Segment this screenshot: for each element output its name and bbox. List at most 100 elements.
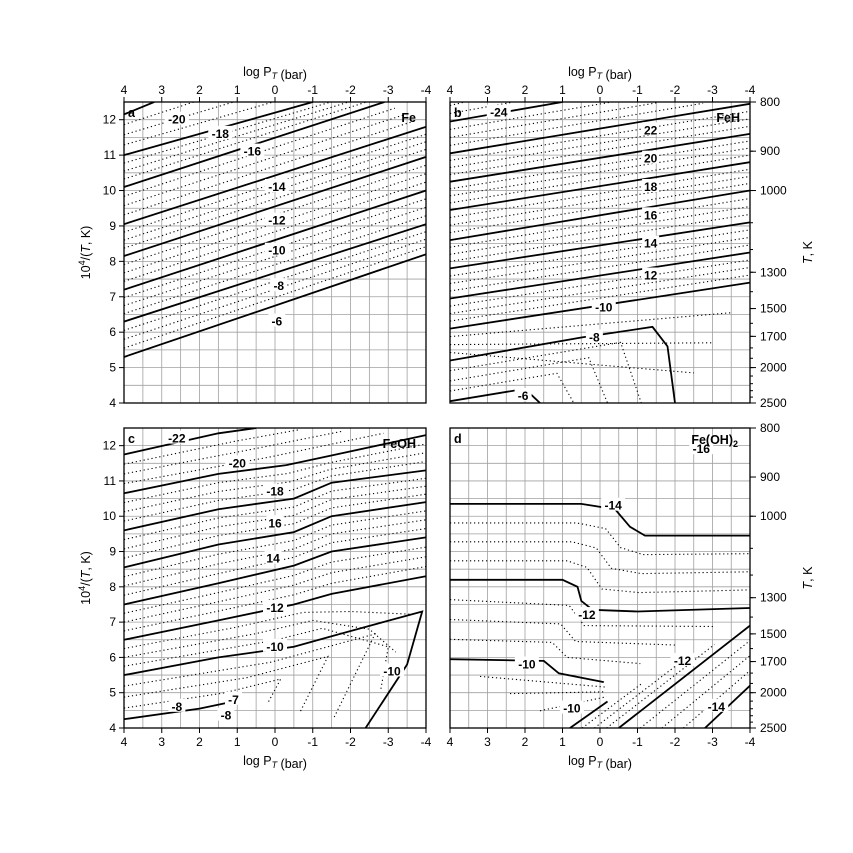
contour-label: -14 xyxy=(604,499,622,513)
contour-label-bg xyxy=(642,150,660,164)
contour-line-minor xyxy=(124,493,426,559)
contour-line-minor xyxy=(450,259,750,307)
contour-line-minor xyxy=(124,610,411,650)
contour-line-minor xyxy=(0,53,124,102)
y-tick-label: 8 xyxy=(109,254,116,268)
panel-b: -24 22 20 18 16 14 12 -10 -8 -6 b FeH 4 3 2 1 0 -1 -2 -3 -4 l… xyxy=(447,65,815,410)
contour-label: -24 xyxy=(490,106,508,120)
contour-line-minor xyxy=(450,638,641,665)
contour-label: -14 xyxy=(708,700,726,714)
contour-label: -6 xyxy=(518,389,529,403)
contour-line xyxy=(450,161,750,211)
contour-line-minor xyxy=(581,682,644,728)
contour-line-minor xyxy=(124,103,125,105)
contour-line-minor xyxy=(450,205,750,255)
y-right-tick-label: 800 xyxy=(760,95,780,109)
y-axis-title: 104/(T, K) xyxy=(77,226,93,280)
contour-line-minor xyxy=(124,148,426,249)
x-tick-label: -4 xyxy=(745,83,756,97)
contour-line-minor xyxy=(450,312,732,338)
x-tick-label: -1 xyxy=(307,735,318,749)
contour-label-bg xyxy=(642,178,660,192)
contour-label-bg xyxy=(263,600,287,613)
contour-label-bg xyxy=(559,700,584,714)
contour-line-minor xyxy=(661,655,750,728)
contour-line xyxy=(124,189,426,291)
y-tick-label: 11 xyxy=(104,148,117,162)
contour-label: 22 xyxy=(644,123,658,137)
contour-group xyxy=(450,102,750,403)
contour-line xyxy=(124,575,426,641)
x-tick-label: 0 xyxy=(597,735,604,749)
x-tick-label: 2 xyxy=(522,83,529,97)
contour-label: -10 xyxy=(266,640,284,654)
panel-letter: b xyxy=(454,106,462,120)
panel-letter: d xyxy=(454,432,462,446)
x-tick-label: -1 xyxy=(632,735,643,749)
contour-line-minor xyxy=(124,519,426,587)
contour-label-bg xyxy=(642,207,660,221)
species-label: FeH xyxy=(716,111,740,125)
contour-line xyxy=(450,102,750,155)
contour-line-minor xyxy=(124,198,426,299)
x-tick-label: -1 xyxy=(307,83,318,97)
x-tick-label: 4 xyxy=(121,83,128,97)
contour-label-bg xyxy=(208,125,233,139)
contour-line-minor xyxy=(606,644,715,728)
contour-line xyxy=(124,501,426,569)
contour-line-minor xyxy=(124,678,282,709)
contour-line xyxy=(124,102,155,116)
contour-line xyxy=(124,536,426,606)
x-tick-label: 1 xyxy=(234,735,241,749)
contour-label-bg xyxy=(380,663,405,677)
x-axis-title: log PT (bar) xyxy=(243,754,307,771)
contour-label-bg xyxy=(263,638,287,652)
contour-line-minor xyxy=(75,94,124,102)
contour-line-minor xyxy=(450,182,750,234)
x-tick-label: 2 xyxy=(522,735,529,749)
y-right-tick-label: 2500 xyxy=(760,721,787,735)
contour-line-minor xyxy=(124,546,426,614)
contour-label-bg xyxy=(704,698,729,712)
x-tick-label: 1 xyxy=(234,83,241,97)
contour-label: -14 xyxy=(268,180,286,194)
y-tick-label: 4 xyxy=(109,721,116,735)
contour-line-minor xyxy=(124,141,426,241)
x-tick-label: -2 xyxy=(670,83,681,97)
contour-label: -10 xyxy=(268,244,286,258)
y-tick-label: 11 xyxy=(104,474,117,488)
contour-line-minor xyxy=(124,231,426,331)
contour-line-minor xyxy=(450,102,704,146)
contour-label-bg xyxy=(574,607,599,621)
y-right-tick-label: 2000 xyxy=(760,361,787,375)
contour-line xyxy=(124,156,426,257)
contour-line-minor xyxy=(124,206,426,307)
contour-line-minor xyxy=(124,619,397,658)
x-tick-label: 0 xyxy=(272,83,279,97)
x-tick-label: 3 xyxy=(484,83,491,97)
x-axis-title: log PT (bar) xyxy=(568,65,632,82)
contour-label-bg xyxy=(168,698,186,712)
contour-group xyxy=(124,428,426,728)
x-tick-label: 3 xyxy=(158,735,165,749)
contour-line xyxy=(124,223,426,323)
contour-line xyxy=(124,434,426,495)
y-right-tick-label: 800 xyxy=(760,421,780,435)
contour-line xyxy=(450,578,750,613)
contour-label: -6 xyxy=(272,315,283,329)
x-tick-label: 4 xyxy=(121,735,128,749)
contour-label: -12 xyxy=(674,654,692,668)
contour-label-bg xyxy=(642,235,660,249)
contour-label-bg xyxy=(689,441,714,455)
contour-line-minor xyxy=(124,246,426,349)
contour-label-bg xyxy=(264,178,289,192)
species-label: Fe(OH)2 xyxy=(691,433,738,449)
contour-line-minor xyxy=(124,432,384,485)
x-axis-title: log PT (bar) xyxy=(243,65,307,82)
contour-label: -20 xyxy=(168,113,186,127)
x-tick-label: 3 xyxy=(158,83,165,97)
x-tick-label: 0 xyxy=(272,735,279,749)
contour-line-minor xyxy=(124,477,426,541)
x-tick-label: 2 xyxy=(196,83,203,97)
